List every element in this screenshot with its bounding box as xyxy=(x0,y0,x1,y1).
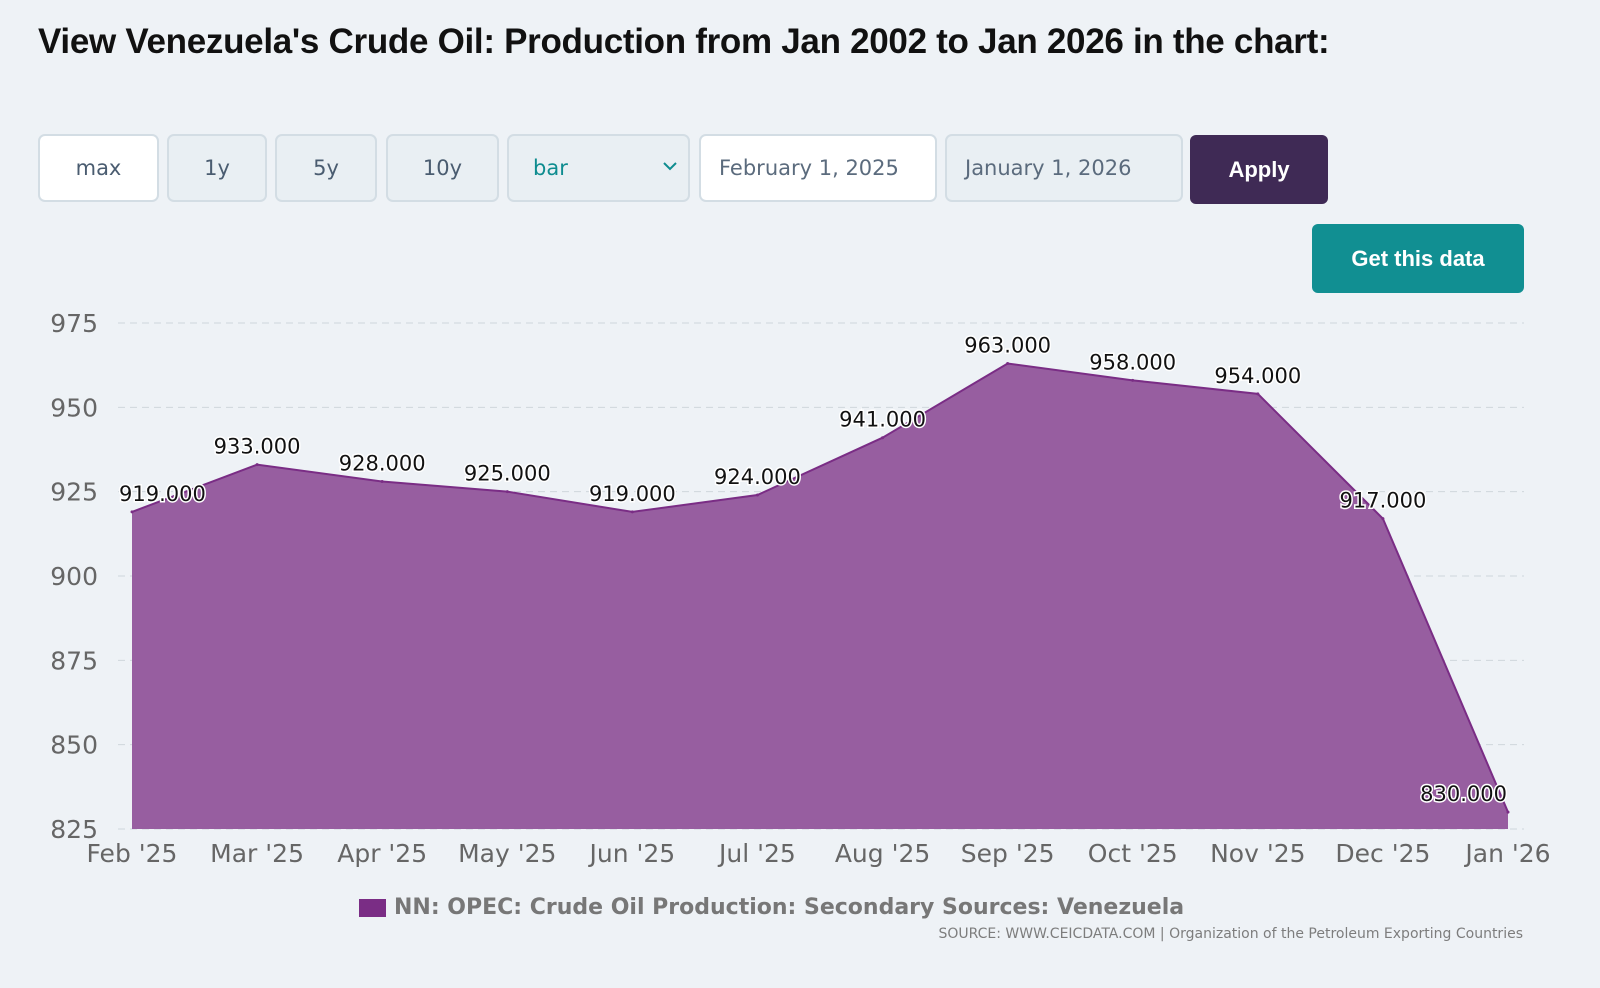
x-tick-label: Mar '25 xyxy=(210,839,304,868)
range-10y-button[interactable]: 10y xyxy=(386,134,499,202)
legend-swatch xyxy=(359,898,386,917)
data-label: 933.000 xyxy=(214,435,301,459)
data-point xyxy=(1506,810,1510,814)
data-label: 830.000 xyxy=(1420,782,1507,806)
y-tick-label: 925 xyxy=(50,478,98,507)
data-label: 917.000 xyxy=(1339,489,1426,513)
chevron-down-icon xyxy=(663,162,677,171)
data-point xyxy=(881,436,885,440)
apply-button[interactable]: Apply xyxy=(1190,135,1328,204)
x-tick-label: Aug '25 xyxy=(835,839,930,868)
range-5y-button[interactable]: 5y xyxy=(275,134,377,202)
chart-type-select[interactable]: bar xyxy=(507,134,690,202)
x-tick-label: Jul '25 xyxy=(717,839,796,868)
data-label: 925.000 xyxy=(464,462,551,486)
data-point xyxy=(630,510,634,514)
x-tick-label: Feb '25 xyxy=(87,839,178,868)
data-label: 954.000 xyxy=(1214,364,1301,388)
y-tick-label: 825 xyxy=(50,815,98,844)
data-point xyxy=(1381,517,1385,521)
y-tick-label: 900 xyxy=(50,562,98,591)
source-note: SOURCE: WWW.CEICDATA.COM | Organization … xyxy=(938,926,1523,942)
get-this-data-button[interactable]: Get this data xyxy=(1312,224,1524,293)
page-title: View Venezuela's Crude Oil: Production f… xyxy=(38,22,1330,61)
y-tick-label: 975 xyxy=(50,309,98,338)
legend-label: NN: OPEC: Crude Oil Production: Secondar… xyxy=(394,895,1185,920)
data-point xyxy=(255,463,259,467)
series-line xyxy=(131,362,1509,813)
x-tick-label: Jan '26 xyxy=(1463,839,1550,868)
data-label: 924.000 xyxy=(714,465,801,489)
chart-type-value: bar xyxy=(533,156,568,180)
x-tick-label: Nov '25 xyxy=(1210,839,1305,868)
data-label: 919.000 xyxy=(119,482,206,506)
data-point xyxy=(505,490,509,494)
y-tick-label: 875 xyxy=(50,646,98,675)
x-tick-label: Sep '25 xyxy=(961,839,1055,868)
data-point xyxy=(755,493,759,497)
data-label: 919.000 xyxy=(589,482,676,506)
y-tick-label: 850 xyxy=(50,731,98,760)
y-tick-label: 950 xyxy=(50,393,98,422)
x-tick-label: Apr '25 xyxy=(337,839,427,868)
data-label: 963.000 xyxy=(964,333,1051,357)
data-point xyxy=(1131,378,1135,382)
area-fill xyxy=(132,363,1508,829)
range-max-button[interactable]: max xyxy=(38,134,159,202)
start-date-input[interactable]: February 1, 2025 xyxy=(699,134,937,202)
x-tick-label: Jun '25 xyxy=(588,839,676,868)
chart-legend[interactable]: NN: OPEC: Crude Oil Production: Secondar… xyxy=(359,895,1184,920)
data-point xyxy=(1256,392,1260,396)
data-point xyxy=(130,510,134,514)
x-tick-label: May '25 xyxy=(458,839,556,868)
data-label: 941.000 xyxy=(839,408,926,432)
range-1y-button[interactable]: 1y xyxy=(167,134,267,202)
data-point xyxy=(1006,361,1010,365)
data-label: 958.000 xyxy=(1089,350,1176,374)
x-tick-label: Oct '25 xyxy=(1088,839,1178,868)
data-point xyxy=(380,480,384,484)
data-label: 928.000 xyxy=(339,452,426,476)
x-tick-label: Dec '25 xyxy=(1335,839,1430,868)
end-date-input[interactable]: January 1, 2026 xyxy=(945,134,1183,202)
